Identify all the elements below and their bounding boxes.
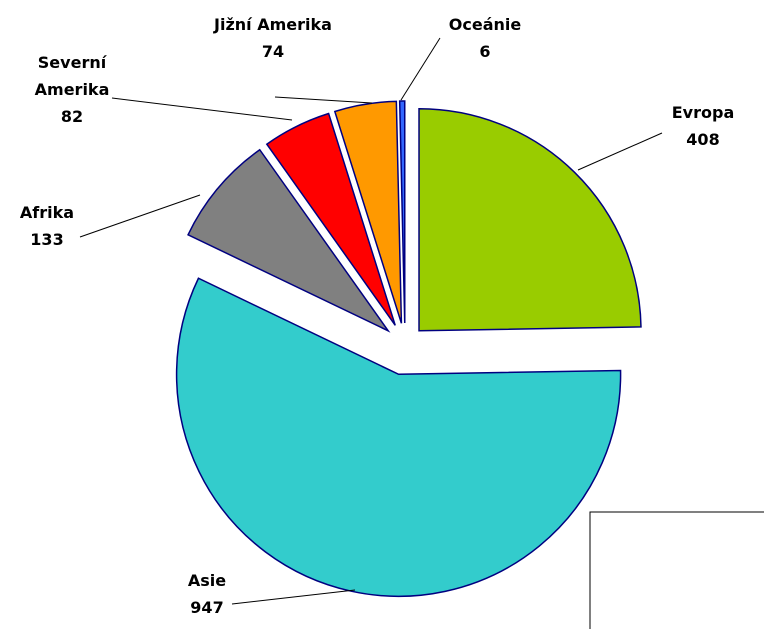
pie-slice (398, 100, 406, 324)
leader-line (111, 97, 293, 121)
pie-slice (333, 100, 403, 324)
slice-label: Oceánie (449, 15, 522, 34)
slice-label: Asie (188, 571, 226, 590)
leader-line (577, 132, 663, 171)
pie-slice (175, 277, 622, 598)
leader-line (231, 589, 356, 605)
slice-value: 133 (30, 230, 63, 249)
leader-line (79, 194, 201, 238)
slice-value: 6 (479, 42, 490, 61)
pie-slice (265, 112, 396, 326)
pie-slice (187, 148, 391, 333)
leader-line (274, 96, 373, 104)
slice-value: 82 (61, 107, 83, 126)
slice-value: 74 (262, 42, 284, 61)
legend-box (589, 511, 764, 629)
slice-value: 947 (190, 598, 223, 617)
slice-label: Evropa (672, 103, 735, 122)
slice-label: Afrika (20, 203, 74, 222)
slice-label: Jižní Amerika (213, 15, 332, 34)
pie-slice (418, 107, 642, 332)
slice-label: Severní Amerika (35, 53, 110, 99)
slice-value: 408 (686, 130, 719, 149)
leader-line (400, 37, 441, 101)
